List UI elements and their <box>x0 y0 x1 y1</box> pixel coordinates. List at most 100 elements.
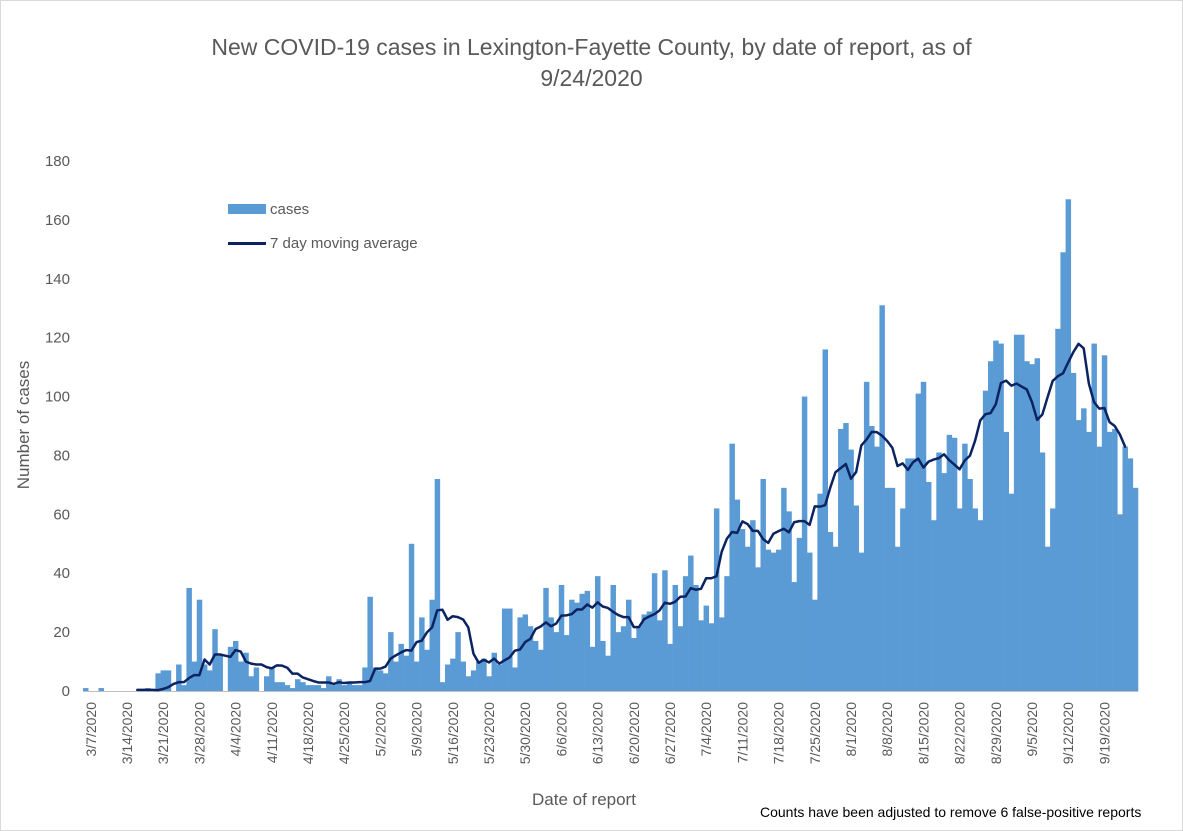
bar <box>238 661 244 691</box>
bar <box>331 685 337 691</box>
bar <box>232 640 239 691</box>
x-tick-label: 6/20/2020 <box>626 702 642 764</box>
x-tick-label: 9/19/2020 <box>1096 702 1112 764</box>
bar <box>264 676 270 691</box>
bar <box>558 585 565 691</box>
bar <box>765 549 772 691</box>
y-tick-label: 140 <box>45 271 70 288</box>
bar <box>1034 358 1041 691</box>
bar <box>563 635 570 691</box>
bar <box>227 646 234 691</box>
bar <box>1075 420 1082 691</box>
bar <box>424 649 430 691</box>
bar <box>626 599 632 691</box>
bar <box>155 673 161 691</box>
moving-average-line <box>136 342 1127 692</box>
bar <box>527 626 534 691</box>
bar <box>982 390 989 691</box>
bar <box>382 673 389 691</box>
bar <box>610 585 616 691</box>
bar <box>548 617 554 691</box>
bar <box>450 658 456 691</box>
bar <box>708 623 715 691</box>
legend-item-cases: cases <box>228 192 418 226</box>
bar <box>894 546 901 691</box>
y-axis-title: Number of cases <box>14 360 33 490</box>
bar <box>532 640 539 691</box>
y-tick-label: 0 <box>62 683 70 700</box>
x-tick-label: 4/11/2020 <box>264 702 280 763</box>
chart-title-line-1: New COVID-19 cases in Lexington-Fayette … <box>211 34 972 60</box>
x-tick-label: 7/11/2020 <box>734 702 750 763</box>
bar <box>801 396 808 691</box>
bar <box>289 688 296 691</box>
y-tick-label: 60 <box>53 506 70 523</box>
bar <box>346 682 353 691</box>
y-tick-label: 80 <box>53 447 70 464</box>
bar <box>207 670 213 691</box>
bar <box>1003 431 1010 691</box>
bar <box>760 479 766 691</box>
bar <box>305 685 311 691</box>
x-tick-label: 5/2/2020 <box>372 702 388 757</box>
bar <box>522 614 529 691</box>
bar <box>657 620 663 691</box>
bar <box>724 576 730 691</box>
x-tick-label: 5/23/2020 <box>481 702 497 764</box>
bar <box>832 546 839 691</box>
bar <box>434 479 441 691</box>
x-tick-label: 9/5/2020 <box>1024 702 1040 757</box>
y-tick-label: 160 <box>45 212 70 229</box>
bar <box>594 576 601 691</box>
bar <box>605 655 611 691</box>
bar <box>698 620 704 691</box>
bar <box>1019 334 1025 691</box>
bar <box>1096 446 1103 691</box>
x-tick-label: 9/12/2020 <box>1060 702 1076 764</box>
bar <box>879 305 885 691</box>
bar <box>822 349 828 691</box>
x-tick-label: 5/16/2020 <box>445 702 461 764</box>
bar <box>910 458 916 691</box>
bar <box>1065 199 1072 691</box>
x-tick-label: 8/22/2020 <box>952 702 968 764</box>
bar <box>83 688 89 691</box>
y-tick-label: 40 <box>53 565 70 582</box>
bar <box>1029 364 1035 691</box>
bar <box>377 670 384 691</box>
bar <box>351 685 358 691</box>
bar <box>677 626 684 691</box>
bar <box>925 481 932 691</box>
bar <box>662 570 668 691</box>
x-tick-label: 5/30/2020 <box>517 702 533 764</box>
bar <box>667 643 673 691</box>
bar <box>931 520 937 691</box>
bar <box>1050 508 1056 691</box>
bar <box>998 343 1004 691</box>
bar <box>977 520 984 691</box>
x-tick-label: 4/25/2020 <box>336 702 352 764</box>
bar <box>439 682 446 691</box>
bar <box>1024 361 1030 691</box>
bar <box>631 638 637 691</box>
bar <box>962 443 968 691</box>
bar <box>620 626 627 691</box>
bar <box>1008 493 1015 691</box>
bar <box>739 529 746 691</box>
bar <box>501 608 508 691</box>
bar <box>651 573 658 691</box>
bar <box>993 340 999 691</box>
bar <box>967 479 973 691</box>
x-tick-label: 3/21/2020 <box>155 702 171 764</box>
bar <box>274 682 280 691</box>
bar <box>791 582 797 691</box>
bar <box>403 655 410 691</box>
y-tick-label: 100 <box>45 389 70 406</box>
bar <box>574 602 580 691</box>
bar <box>781 487 787 691</box>
bar <box>470 670 477 691</box>
bar <box>703 605 710 691</box>
bar <box>186 587 192 691</box>
bar <box>688 555 694 691</box>
